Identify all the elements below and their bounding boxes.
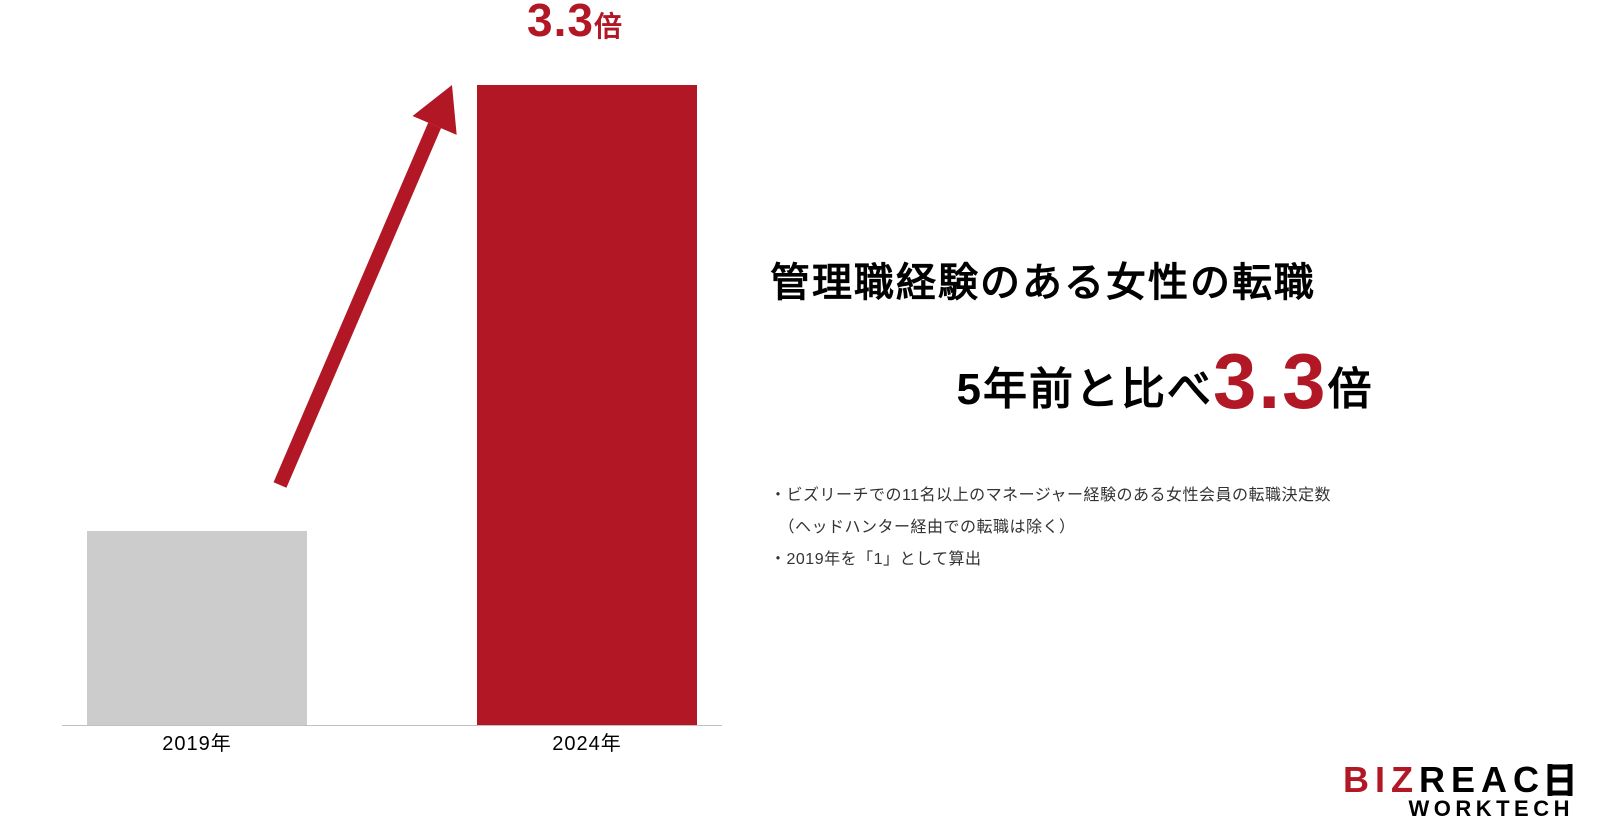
callout-number: 3.3 — [527, 0, 594, 46]
footnote-line: （ヘッドハンター経由での転職は除く） — [770, 512, 1560, 544]
headline-2-number: 3.3 — [1213, 337, 1327, 425]
logo-top-line: BIZREAC — [1343, 760, 1574, 799]
headline-2: 5年前と比べ3.3倍 — [770, 342, 1560, 420]
headline-2-suffix: 倍 — [1327, 365, 1373, 414]
bar-2019 — [87, 531, 307, 725]
bar-chart: 3.3倍 2019年 2024年 — [72, 35, 712, 755]
footnotes: ・ビズリーチでの11名以上のマネージャー経験のある女性会員の転職決定数 （ヘッド… — [770, 480, 1560, 576]
brand-logo: BIZREAC WORKTECH — [1343, 760, 1574, 820]
text-panel: 管理職経験のある女性の転職 5年前と比べ3.3倍 ・ビズリーチでの11名以上のマ… — [770, 250, 1560, 576]
logo-reach: REAC — [1419, 761, 1545, 799]
footnote-line: ・2019年を「1」として算出 — [770, 544, 1560, 576]
chart-x-labels: 2019年 2024年 — [72, 727, 712, 755]
logo-stylized-h-icon — [1546, 764, 1574, 803]
chart-axis-line — [62, 725, 722, 726]
x-label-2019: 2019年 — [72, 727, 322, 755]
bar-slot-2024 — [462, 85, 712, 725]
bar-2024 — [477, 85, 697, 725]
x-label-2024: 2024年 — [462, 727, 712, 755]
logo-sub-line: WORKTECH — [1343, 797, 1574, 820]
bar-slot-2019 — [72, 531, 322, 725]
headline-2-prefix: 5年前と比べ — [957, 365, 1213, 414]
logo-biz: BIZ — [1343, 761, 1419, 799]
chart-bars — [72, 85, 712, 725]
headline-1: 管理職経験のある女性の転職 — [770, 250, 1560, 308]
chart-callout: 3.3倍 — [527, 0, 623, 47]
footnote-line: ・ビズリーチでの11名以上のマネージャー経験のある女性会員の転職決定数 — [770, 480, 1560, 512]
callout-unit: 倍 — [594, 11, 623, 42]
